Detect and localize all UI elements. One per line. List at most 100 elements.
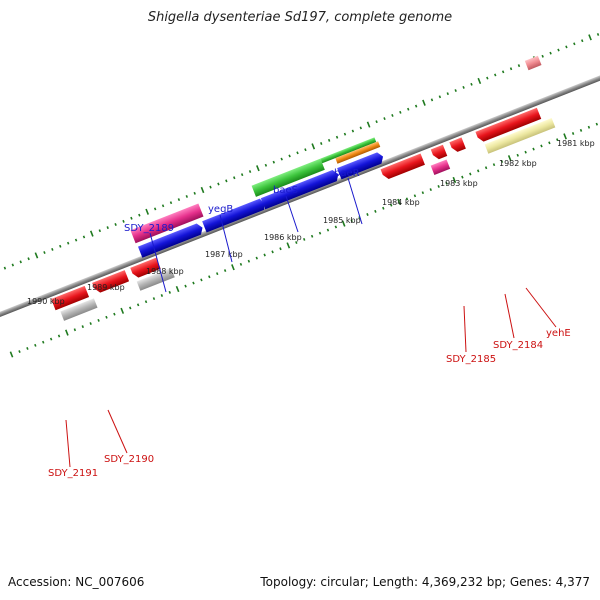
scale-tick [200, 278, 203, 282]
scale-tick [501, 70, 505, 74]
scale-tick [11, 263, 15, 267]
scale-tick [469, 172, 472, 176]
gene-pink[interactable] [524, 55, 542, 71]
scale-tick [74, 238, 78, 242]
scale-tick [98, 229, 102, 233]
scale-tick [452, 176, 457, 184]
scale-tick [42, 340, 45, 344]
map-track-group [0, 0, 600, 358]
scale-tick [335, 135, 339, 139]
gene-grey-1[interactable] [60, 298, 98, 321]
gene-sdy2185[interactable] [380, 153, 425, 181]
kbp-label: 1981 kbp [557, 139, 595, 148]
accession-text: Accession: NC_007606 [8, 575, 145, 589]
scale-tick [57, 334, 61, 338]
gene-sdy2190[interactable] [92, 270, 130, 294]
label-sdy2190[interactable]: SDY_2190 [104, 454, 154, 465]
gene-magenta-small[interactable] [430, 159, 451, 175]
scale-tick [217, 182, 220, 186]
scale-tick [295, 241, 298, 244]
reverse-genes [51, 55, 556, 321]
gene-sdy2191[interactable] [51, 285, 90, 311]
label-sdy2191[interactable]: SDY_2191 [48, 468, 98, 479]
scale-tick [407, 107, 410, 111]
scale-tick [359, 126, 362, 130]
scale-tick [492, 163, 496, 167]
scale-tick [113, 312, 116, 316]
gene-yehE[interactable] [475, 107, 542, 143]
scale-tick [263, 253, 266, 257]
label-yehE[interactable]: yehE [546, 328, 571, 339]
scale-tick [279, 247, 282, 251]
gene-baeR[interactable] [320, 137, 377, 164]
scale-tick [26, 346, 29, 350]
scale-tick [477, 77, 482, 85]
scale-tick [168, 290, 171, 294]
scale-tick [366, 121, 371, 128]
scale-tick [382, 206, 385, 210]
scale-tick [517, 64, 521, 68]
gene-orange[interactable] [335, 141, 381, 164]
gene-yellow[interactable] [484, 118, 556, 154]
scale-tick [27, 257, 30, 261]
gene-sdy2189[interactable] [130, 203, 204, 244]
scale-tick [184, 284, 187, 288]
scale-tick [114, 223, 117, 226]
scale-tick [532, 147, 535, 151]
kbp-label: 1985 kbp [323, 216, 361, 225]
scale-tick [557, 48, 560, 52]
gene-baeS[interactable] [251, 158, 325, 197]
scale-tick [296, 151, 299, 155]
gene-grey-2[interactable] [136, 267, 175, 291]
scale-tick [541, 54, 544, 58]
scale-tick [120, 307, 125, 314]
scale-tick [422, 99, 426, 106]
scale-tick [446, 92, 449, 96]
gene-red-3[interactable] [130, 257, 161, 279]
scale-tick [286, 242, 291, 249]
scale-tick [161, 204, 165, 208]
scale-tick [563, 133, 567, 140]
scale-tick [509, 67, 513, 71]
gene-labels: baeR baeS yegB SDY_2189 SDY_2185 SDY_218… [48, 168, 571, 479]
kbp-labels: 1981 kbp 1982 kbp 1983 kbp 1984 kbp 1985 kbp… [27, 139, 595, 306]
scale-tick [34, 343, 37, 347]
label-baeR[interactable]: baeR [334, 168, 360, 179]
scale-tick [248, 170, 252, 173]
scale-tick [255, 256, 258, 260]
gene-blue-4[interactable] [337, 151, 385, 180]
kbp-label: 1982 kbp [499, 159, 537, 168]
scale-tick [540, 144, 543, 148]
gene-blue-2[interactable] [202, 198, 266, 233]
scale-tick [565, 45, 568, 49]
scale-tick [192, 281, 195, 285]
scale-tick [280, 157, 283, 161]
scale-tick [461, 175, 464, 179]
scale-tick [343, 132, 347, 136]
kbp-label: 1984 kbp [382, 198, 420, 207]
scale-tick [59, 244, 62, 248]
scale-tick [193, 191, 196, 195]
map-title: Shigella dysenteriae Sd197, complete gen… [147, 10, 453, 25]
scale-tick [271, 250, 274, 254]
label-baeS[interactable]: baeS [273, 185, 298, 196]
scale-tick [399, 110, 402, 114]
scale-tick [334, 225, 338, 229]
label-yegB[interactable]: yegB [208, 204, 233, 215]
label-sdy2184[interactable]: SDY_2184 [493, 340, 543, 351]
gene-sdy2184[interactable] [449, 137, 466, 153]
scale-tick [327, 138, 331, 142]
gene-red-small-1[interactable] [430, 144, 448, 161]
scale-tick [239, 262, 243, 266]
scale-tick [264, 163, 268, 167]
scale-tick [303, 237, 306, 241]
leader-lines [65, 177, 557, 468]
scale-tick [462, 85, 465, 89]
scale-tick [122, 219, 125, 223]
scale-tick [341, 220, 346, 227]
label-sdy2189[interactable]: SDY_2189 [124, 223, 174, 234]
scale-tick [208, 275, 211, 279]
gene-yegB[interactable] [260, 169, 341, 210]
label-sdy2185[interactable]: SDY_2185 [446, 354, 496, 365]
